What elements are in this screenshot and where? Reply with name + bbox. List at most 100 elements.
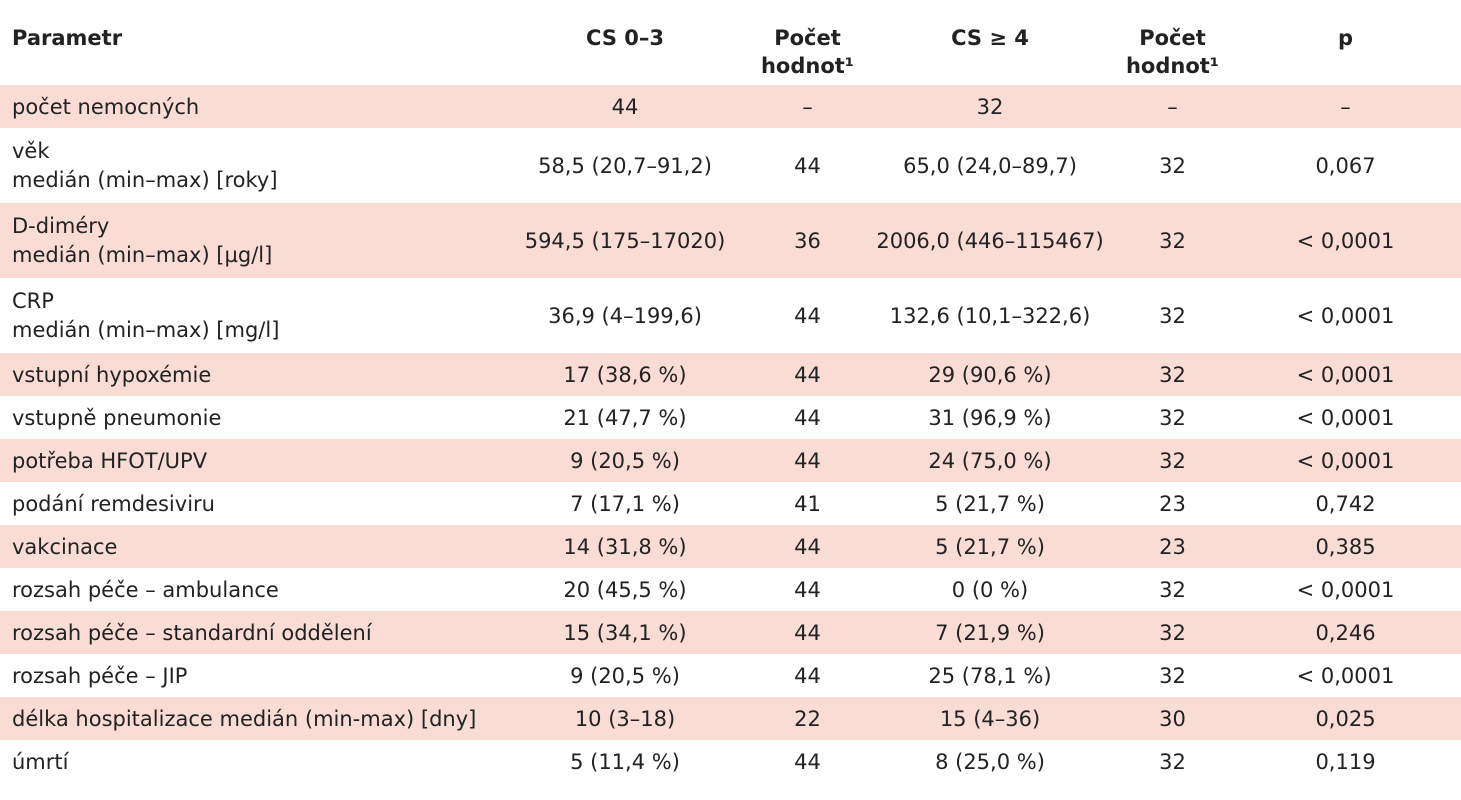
- parameter-name: vakcinace: [12, 534, 118, 559]
- cell-cs-4-plus: 8 (25,0 %): [935, 749, 1045, 774]
- cell-count-1: 44: [794, 577, 821, 602]
- header-count-2-line1: Počet: [1139, 26, 1206, 50]
- table-row: rozsah péče – JIP 9 (20,5 %) 44 25 (78,1 %)…: [0, 654, 1461, 697]
- cell-cs-0-3: 14 (31,8 %): [563, 534, 687, 559]
- table-row: potřeba HFOT/UPV 9 (20,5 %) 44 24 (75,0 %) 3…: [0, 439, 1461, 482]
- cell-parameter: D-diméry medián (min–max) [µg/l]: [0, 203, 500, 278]
- cell-count-1: 44: [794, 534, 821, 559]
- parameter-name: potřeba HFOT/UPV: [12, 448, 208, 473]
- table-row: vstupně pneumonie 21 (47,7 %) 44 31 (96,9 %…: [0, 396, 1461, 439]
- cell-cs-4-plus: 65,0 (24,0–89,7): [903, 153, 1077, 178]
- cell-cs-0-3: 594,5 (175–17020): [524, 228, 726, 253]
- cell-count-1: 44: [794, 749, 821, 774]
- cell-p-value: 0,067: [1315, 153, 1376, 178]
- table-row: rozsah péče – standardní oddělení 15 (34,…: [0, 611, 1461, 654]
- cell-cs-4-plus: 15 (4–36): [939, 706, 1041, 731]
- header-count-1-line1: Počet: [774, 26, 841, 50]
- results-table: Parametr CS 0–3 Počet hodnot¹ CS ≥ 4 Poč…: [0, 0, 1461, 783]
- table-body: počet nemocných 44 – 32 – – věk medián (min–max…: [0, 85, 1461, 783]
- parameter-name: rozsah péče – JIP: [12, 663, 188, 688]
- cell-parameter: úmrtí: [0, 740, 500, 783]
- cell-cs-4-plus: 29 (90,6 %): [928, 362, 1052, 387]
- cell-p-value: –: [1340, 94, 1351, 119]
- cell-parameter: vstupní hypoxémie: [0, 353, 500, 396]
- cell-count-2: 32: [1159, 405, 1186, 430]
- cell-cs-0-3: 17 (38,6 %): [563, 362, 687, 387]
- parameter-name: D-diméry: [12, 213, 110, 238]
- parameter-name: délka hospitalizace medián (min-max) [dn…: [12, 706, 477, 731]
- cell-count-1: 44: [794, 153, 821, 178]
- cell-parameter: počet nemocných: [0, 85, 500, 128]
- cell-count-2: 32: [1159, 577, 1186, 602]
- cell-count-2: 32: [1159, 303, 1186, 328]
- cell-count-2: 32: [1159, 153, 1186, 178]
- parameter-name: vstupní hypoxémie: [12, 362, 212, 387]
- cell-count-2: 23: [1159, 534, 1186, 559]
- parameter-name: CRP: [12, 288, 54, 313]
- parameter-name: rozsah péče – ambulance: [12, 577, 279, 602]
- cell-cs-4-plus: 24 (75,0 %): [928, 448, 1052, 473]
- cell-cs-4-plus: 5 (21,7 %): [935, 491, 1045, 516]
- table-row: počet nemocných 44 – 32 – –: [0, 85, 1461, 128]
- header-parametr: Parametr: [12, 26, 123, 50]
- cell-count-1: 44: [794, 620, 821, 645]
- cell-count-1: 44: [794, 448, 821, 473]
- cell-cs-0-3: 9 (20,5 %): [570, 663, 680, 688]
- cell-count-1: 44: [794, 362, 821, 387]
- table-row: délka hospitalizace medián (min-max) [dn…: [0, 697, 1461, 740]
- header-p-value: p: [1337, 26, 1354, 50]
- cell-p-value: 0,742: [1315, 491, 1376, 516]
- parameter-name: úmrtí: [12, 749, 69, 774]
- cell-p-value: < 0,0001: [1296, 405, 1395, 430]
- cell-p-value: < 0,0001: [1296, 362, 1395, 387]
- cell-cs-0-3: 44: [611, 94, 639, 119]
- parameter-name: vstupně pneumonie: [12, 405, 222, 430]
- cell-parameter: rozsah péče – standardní oddělení: [0, 611, 500, 654]
- table-row: D-diméry medián (min–max) [µg/l] 594,5 (17…: [0, 203, 1461, 278]
- table-row: věk medián (min–max) [roky] 58,5 (20,7–91,…: [0, 128, 1461, 203]
- cell-cs-0-3: 9 (20,5 %): [570, 448, 680, 473]
- cell-p-value: 0,385: [1315, 534, 1376, 559]
- cell-cs-4-plus: 31 (96,9 %): [928, 405, 1052, 430]
- header-cs-0-3: CS 0–3: [586, 26, 664, 50]
- cell-count-2: 32: [1159, 228, 1186, 253]
- cell-parameter: podání remdesiviru: [0, 482, 500, 525]
- parameter-name: podání remdesiviru: [12, 491, 215, 516]
- cell-count-2: 30: [1159, 706, 1186, 731]
- cell-cs-4-plus: 132,6 (10,1–322,6): [889, 303, 1091, 328]
- cell-cs-0-3: 15 (34,1 %): [563, 620, 687, 645]
- cell-count-1: 22: [794, 706, 821, 731]
- cell-p-value: < 0,0001: [1296, 577, 1395, 602]
- cell-count-2: 32: [1159, 620, 1186, 645]
- cell-cs-0-3: 7 (17,1 %): [570, 491, 680, 516]
- cell-cs-0-3: 58,5 (20,7–91,2): [538, 153, 712, 178]
- cell-p-value: < 0,0001: [1296, 303, 1395, 328]
- cell-count-1: 36: [794, 228, 821, 253]
- header-count-1: Počet hodnot¹: [750, 0, 865, 85]
- cell-count-1: 41: [794, 491, 821, 516]
- cell-cs-4-plus: 5 (21,7 %): [935, 534, 1045, 559]
- cell-count-2: –: [1167, 94, 1178, 119]
- cell-parameter: vstupně pneumonie: [0, 396, 500, 439]
- cell-parameter: věk medián (min–max) [roky]: [0, 128, 500, 203]
- table-row: podání remdesiviru 7 (17,1 %) 41 5 (21,7 %)…: [0, 482, 1461, 525]
- cell-p-value: < 0,0001: [1296, 228, 1395, 253]
- cell-cs-4-plus: 7 (21,9 %): [935, 620, 1045, 645]
- cell-count-2: 32: [1159, 663, 1186, 688]
- cell-parameter: rozsah péče – JIP: [0, 654, 500, 697]
- cell-parameter: potřeba HFOT/UPV: [0, 439, 500, 482]
- table-header: Parametr CS 0–3 Počet hodnot¹ CS ≥ 4 Poč…: [0, 0, 1461, 85]
- cell-parameter: CRP medián (min–max) [mg/l]: [0, 278, 500, 353]
- table-row: CRP medián (min–max) [mg/l] 36,9 (4–199,6)…: [0, 278, 1461, 353]
- cell-cs-0-3: 36,9 (4–199,6): [548, 303, 702, 328]
- cell-count-2: 32: [1159, 362, 1186, 387]
- parameter-detail: medián (min–max) [µg/l]: [12, 242, 273, 267]
- parameter-name: rozsah péče – standardní oddělení: [12, 620, 372, 645]
- cell-parameter: délka hospitalizace medián (min-max) [dn…: [0, 697, 500, 740]
- header-cs-4-plus: CS ≥ 4: [951, 26, 1029, 50]
- cell-cs-4-plus: 25 (78,1 %): [928, 663, 1052, 688]
- header-count-1-line2: hodnot¹: [760, 54, 855, 78]
- header-count-2: Počet hodnot¹: [1115, 0, 1230, 85]
- cell-parameter: rozsah péče – ambulance: [0, 568, 500, 611]
- parameter-name: věk: [12, 138, 50, 163]
